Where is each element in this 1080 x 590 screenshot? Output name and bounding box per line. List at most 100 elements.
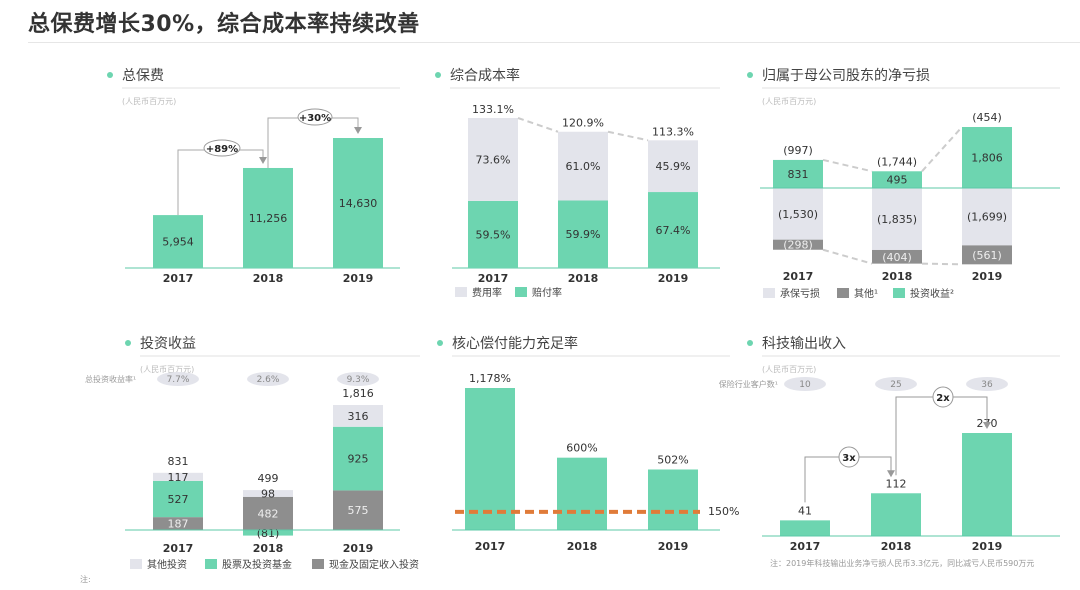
total-label: 133.1%: [472, 103, 514, 116]
bar-segment-cash-fixed-income: [153, 517, 203, 530]
net-loss-label: (454): [972, 111, 1002, 124]
bar-segment-equity-funds: [333, 426, 383, 491]
x-tick-label: 2018: [882, 270, 913, 283]
bar-segment-loss-ratio: [648, 192, 698, 268]
segment-label: 59.5%: [476, 228, 511, 241]
bar-segment-underwriting-loss: [773, 188, 823, 240]
x-tick-label: 2017: [478, 272, 509, 285]
unit-label: (人民币百万元): [122, 97, 176, 106]
growth-label: 2x: [936, 393, 950, 404]
legend-label: 承保亏损: [780, 287, 820, 300]
bar-segment-equity-funds: [243, 530, 293, 536]
panel-title: 总保费: [122, 68, 164, 84]
value-pill: [966, 377, 1008, 391]
pill-label: 10: [799, 380, 811, 390]
bar: [153, 215, 203, 268]
arrow-down-icon: [259, 156, 267, 164]
total-label: 1,816: [342, 387, 374, 400]
segment-label: 117: [168, 471, 189, 484]
x-tick-label: 2019: [343, 542, 374, 555]
bar-segment-other-investments: [243, 490, 293, 497]
connector-line: [822, 248, 873, 265]
connector-line: [607, 130, 649, 142]
x-tick-label: 2017: [163, 272, 194, 285]
unit-label: (人民币百万元): [140, 365, 194, 374]
x-tick-label: 2017: [790, 540, 821, 553]
legend-label: 赔付率: [532, 286, 562, 299]
x-tick-label: 2018: [881, 540, 912, 553]
legend-label: 其他¹: [854, 287, 878, 300]
bar-segment-other: [773, 239, 823, 250]
growth-label: 3x: [842, 453, 856, 464]
segment-label: 45.9%: [656, 160, 691, 173]
bar-value-label: 600%: [566, 442, 597, 455]
total-label: 831: [168, 455, 189, 468]
unit-label: (人民币百万元): [762, 365, 816, 374]
x-tick-label: 2019: [972, 540, 1003, 553]
segment-label: (1,530): [778, 208, 818, 221]
bar-segment-other: [872, 249, 922, 264]
panel-title: 核心偿付能力充足率: [452, 335, 578, 352]
x-tick-label: 2017: [163, 542, 194, 555]
arrow-down-icon: [354, 127, 362, 134]
segment-label: 316: [348, 410, 369, 423]
bar-segment-cash-fixed-income: [333, 490, 383, 530]
arrow-down-icon: [983, 422, 991, 429]
title-divider: [28, 42, 1080, 43]
growth-label: +30%: [299, 113, 331, 124]
x-tick-label: 2017: [783, 270, 814, 283]
legend-label: 股票及投资基金: [222, 558, 292, 571]
bullet-icon: [747, 340, 753, 346]
bar-value-label: 11,256: [249, 212, 288, 225]
total-label: 120.9%: [562, 117, 604, 130]
bar-segment-investment-income: [872, 171, 922, 188]
bar: [557, 457, 607, 530]
bar: [962, 433, 1012, 536]
bar-segment-cash-fixed-income: [243, 496, 293, 530]
bar-value-label: 14,630: [339, 197, 378, 210]
bar: [333, 138, 383, 268]
growth-badge: [203, 139, 241, 157]
bullet-icon: [125, 340, 131, 346]
segment-label: 527: [168, 493, 189, 506]
bullet-icon: [747, 72, 753, 78]
segment-label: 61.0%: [566, 160, 601, 173]
x-tick-label: 2018: [253, 272, 284, 285]
bar-segment-loss-ratio: [558, 200, 608, 268]
segment-label: (1,699): [967, 211, 1007, 224]
chart-note: 注：2019年科技输出业务净亏损人民币3.3亿元，同比减亏人民币590万元: [770, 558, 1034, 568]
count-row-label: 保险行业客户数¹: [719, 379, 778, 389]
bar: [648, 469, 698, 530]
segment-label: 73.6%: [476, 153, 511, 166]
ratio-row-label: 总投资收益率¹: [85, 374, 136, 384]
segment-label: 67.4%: [656, 224, 691, 237]
total-label: 499: [258, 472, 279, 485]
connector-line: [517, 117, 559, 133]
segment-label: 495: [887, 174, 908, 187]
bar-segment-other: [962, 245, 1012, 265]
arrow-down-icon: [887, 470, 895, 478]
legend-swatch: [515, 287, 527, 297]
x-tick-label: 2019: [658, 540, 689, 553]
bar-segment-investment-income: [773, 159, 823, 188]
unit-label: (人民币百万元): [762, 97, 816, 106]
segment-label: (1,835): [877, 213, 917, 226]
panel-title: 投资收益: [140, 336, 196, 352]
segment-label: 98: [261, 487, 275, 500]
legend-label: 费用率: [472, 286, 502, 299]
bar-segment-underwriting-loss: [962, 188, 1012, 246]
bar-segment-expense-ratio: [648, 140, 698, 193]
segment-label: 59.9%: [566, 228, 601, 241]
bar-segment-equity-funds: [153, 480, 203, 518]
value-pill: [337, 372, 379, 386]
page-title: 总保费增长30%，综合成本率持续改善: [28, 12, 420, 37]
value-pill: [784, 377, 826, 391]
bar: [243, 167, 293, 268]
value-pill: [875, 377, 917, 391]
segment-label: (561): [972, 249, 1002, 262]
x-tick-label: 2019: [972, 270, 1003, 283]
segment-label: (404): [882, 251, 912, 264]
bar-segment-loss-ratio: [468, 200, 518, 268]
segment-label: 831: [788, 168, 809, 181]
